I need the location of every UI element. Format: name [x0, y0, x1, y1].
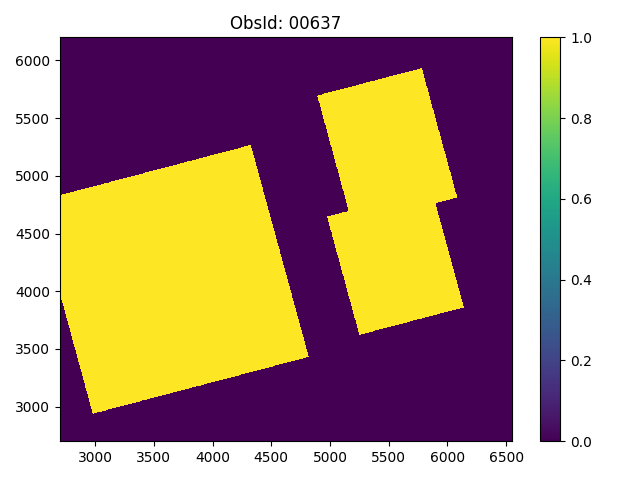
Title: ObsId: 00637: ObsId: 00637 [230, 15, 342, 33]
